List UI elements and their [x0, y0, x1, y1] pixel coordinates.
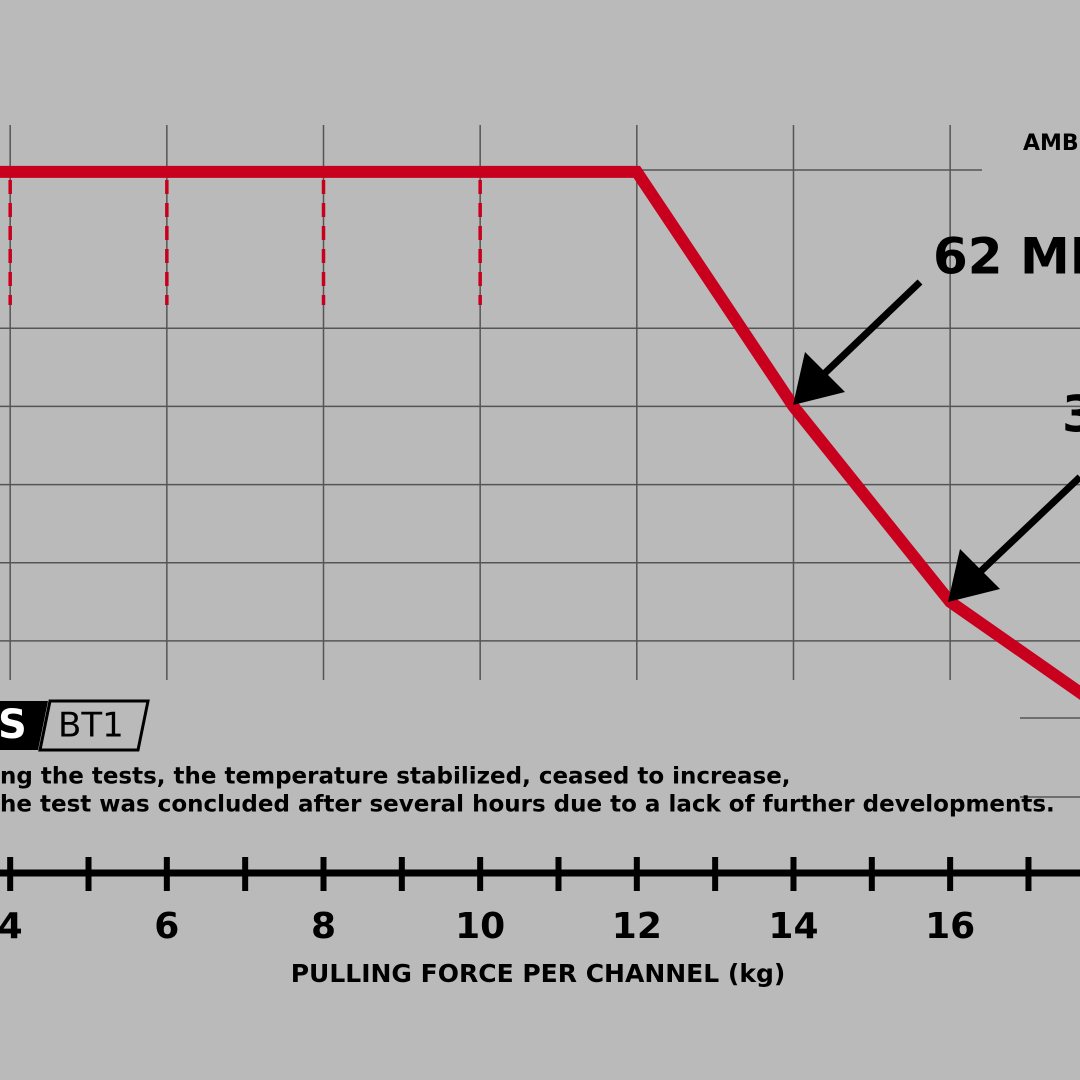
arrow: [948, 474, 1080, 602]
x-tick-label: 14: [768, 906, 818, 947]
badge-text: S: [0, 702, 27, 748]
x-tick-label: 8: [311, 906, 336, 947]
x-axis-title: PULLING FORCE PER CHANNEL (kg): [291, 959, 786, 988]
x-tick-label: 16: [925, 906, 975, 947]
line: [0, 165, 1080, 700]
x-tick-label: 4: [0, 906, 23, 947]
note: ng the tests, the temperature stabilized…: [0, 764, 791, 790]
x-axis-ticks: 4681012141618: [0, 857, 1032, 947]
annotation: 62 MI: [933, 228, 1080, 286]
badge: S BT1: [0, 699, 150, 752]
arrow: [793, 279, 923, 405]
x-tick-label: 6: [154, 906, 179, 947]
legend-label: AMB: [1023, 131, 1079, 156]
x-tick-label: 10: [455, 906, 505, 947]
note: he test was concluded after several hour…: [0, 792, 1055, 818]
annotation: 3: [1062, 386, 1080, 444]
badge-text: BT1: [58, 706, 124, 746]
plot: [0, 165, 1080, 700]
x-tick-label: 12: [612, 906, 662, 947]
